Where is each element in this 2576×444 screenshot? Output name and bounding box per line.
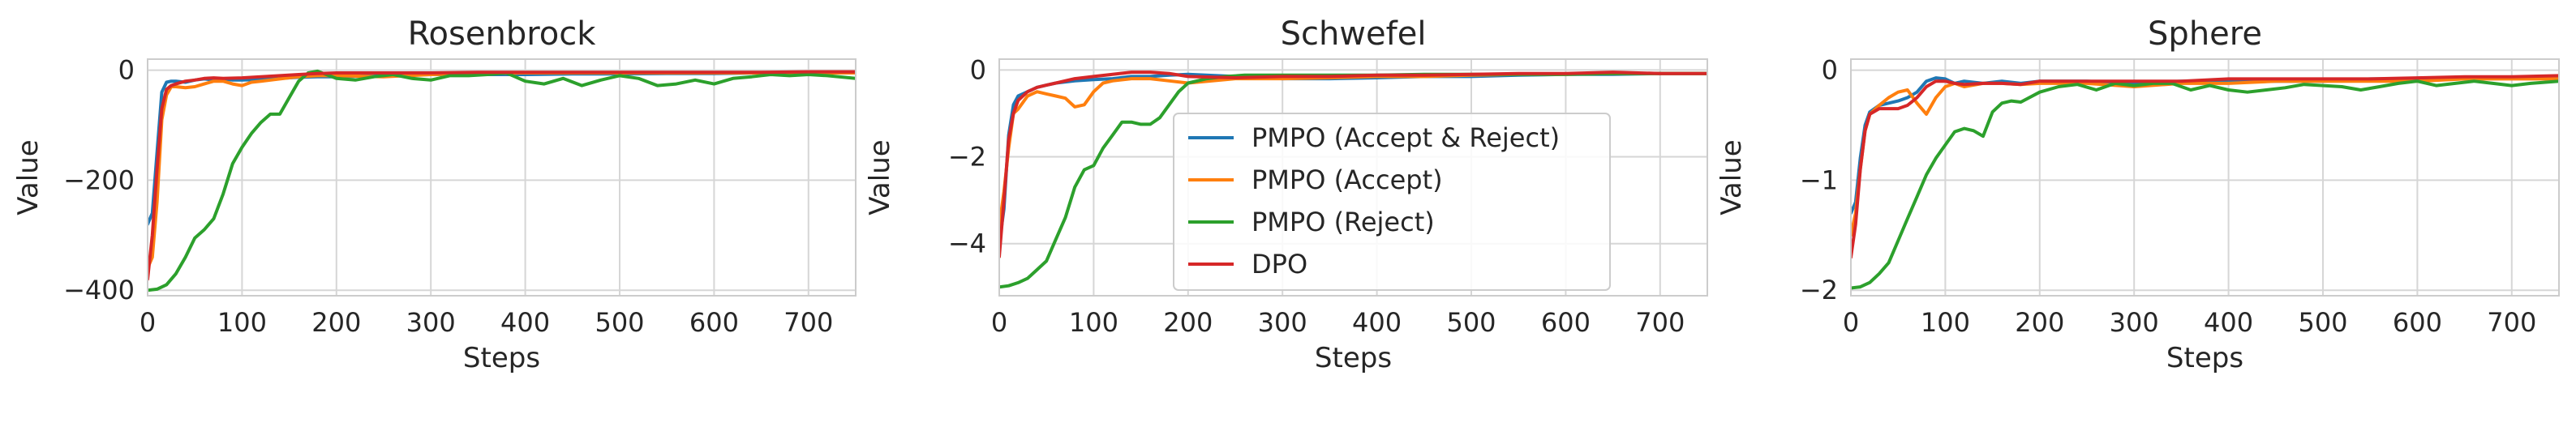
x-tick-label: 300 [2110, 307, 2159, 338]
series-line-pmpo-reject [1851, 79, 2559, 290]
y-tick-label: −400 [63, 275, 135, 305]
x-tick-label: 500 [2298, 307, 2347, 338]
y-axis-label: Value [1715, 139, 1748, 215]
x-tick-label: 700 [2487, 307, 2536, 338]
chart-panel-rosenbrock: 0 100 200 300 400 500 600 700 −400 −200 0 Rosenbroc… [12, 15, 857, 374]
plot-frame [998, 58, 1708, 297]
chart-panel-sphere: 0 100 200 300 400 500 600 700 −2 −1 0 Sphere Steps Va… [1715, 15, 2560, 374]
x-tick-label: 100 [1069, 307, 1118, 338]
x-tick-label: 300 [1258, 307, 1307, 338]
chart-title: Rosenbrock [408, 15, 597, 53]
series-line-pmpo-accept-reject [1851, 75, 2559, 216]
x-tick-label: 600 [2393, 307, 2442, 338]
x-tick-label: 700 [784, 307, 833, 338]
legend-label-dpo: DPO [1252, 249, 1307, 280]
x-tick-label: 400 [500, 307, 550, 338]
chart-title: Sphere [2148, 15, 2262, 53]
x-tick-label: 400 [1352, 307, 1402, 338]
y-tick-label: 0 [118, 55, 135, 86]
series-line-dpo [1851, 74, 2559, 259]
chart-title: Schwefel [1281, 15, 1427, 53]
legend-label-pmpo-accept-reject: PMPO (Accept & Reject) [1252, 122, 1560, 153]
series-line-dpo [999, 70, 1707, 258]
legend-label-pmpo-reject: PMPO (Reject) [1252, 207, 1435, 237]
x-tick-label: 600 [1541, 307, 1591, 338]
x-tick-label: 100 [217, 307, 267, 338]
x-tick-label: 0 [1843, 307, 1859, 338]
plot-frame [147, 58, 857, 297]
x-axis-label: Steps [463, 342, 540, 374]
series-line-pmpo-accept-reject [148, 71, 856, 226]
y-tick-label: −2 [948, 142, 986, 173]
x-tick-label: 500 [1446, 307, 1496, 338]
legend-label-pmpo-accept: PMPO (Accept) [1252, 164, 1443, 195]
x-tick-label: 200 [1163, 307, 1213, 338]
x-tick-label: 400 [2204, 307, 2253, 338]
series-line-pmpo-reject [148, 69, 856, 292]
series-line-dpo [148, 70, 856, 281]
x-axis-label: Steps [2166, 342, 2243, 374]
legend-box [1173, 113, 1611, 291]
series-group [999, 70, 1707, 289]
x-tick-label: 500 [595, 307, 644, 338]
series-group [1851, 74, 2559, 290]
x-tick-label: 600 [689, 307, 739, 338]
chart-panel-schwefel: 0 100 200 300 400 500 600 700 −4 −2 0 Schwefel Steps… [864, 15, 1708, 374]
x-tick-label: 200 [2015, 307, 2064, 338]
y-axis-label: Value [12, 139, 45, 215]
y-tick-label: −2 [1800, 275, 1838, 305]
x-tick-label: 200 [311, 307, 361, 338]
y-tick-label: −200 [63, 164, 135, 195]
x-tick-label: 300 [406, 307, 456, 338]
y-tick-label: −4 [948, 228, 986, 259]
x-tick-label: 700 [1635, 307, 1685, 338]
x-tick-label: 100 [1921, 307, 1970, 338]
y-tick-label: 0 [1822, 55, 1838, 86]
y-tick-label: 0 [970, 54, 986, 85]
x-axis-label: Steps [1315, 342, 1392, 374]
series-line-pmpo-accept [148, 71, 856, 270]
plot-frame [1850, 58, 2560, 297]
x-tick-label: 0 [140, 307, 156, 338]
series-line-pmpo-accept [1851, 77, 2559, 237]
x-tick-label: 0 [991, 307, 1007, 338]
y-tick-label: −1 [1800, 164, 1838, 195]
y-axis-label: Value [864, 139, 896, 215]
legend: PMPO (Accept & Reject) PMPO (Accept) PMPO … [1173, 113, 1611, 291]
series-group [148, 69, 856, 292]
